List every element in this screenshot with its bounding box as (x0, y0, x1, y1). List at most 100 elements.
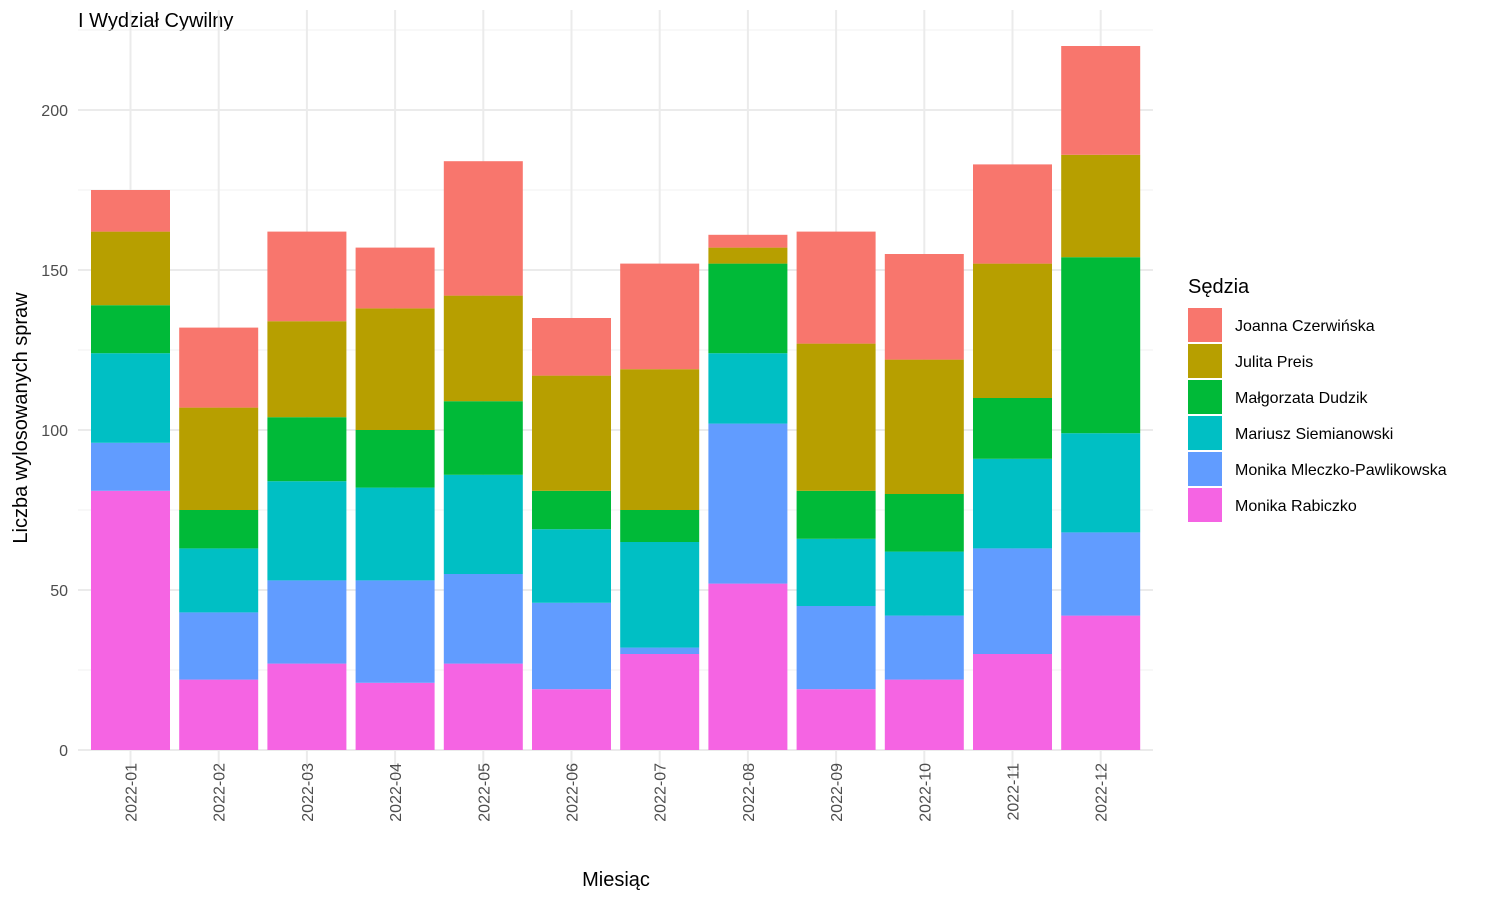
bar-segment (973, 548, 1052, 654)
bar-segment (179, 510, 259, 549)
x-axis-ticks: 2022-01 2022-02 2022-03 2022-04 2022-05 2022-… (124, 763, 1111, 822)
bar-segment (91, 305, 170, 354)
bar-segment (884, 494, 964, 552)
legend-label: Mariusz Siemianowski (1235, 426, 1393, 443)
legend-key (1188, 488, 1222, 522)
x-tick-label: 2022-03 (300, 763, 317, 822)
y-axis-title: Liczba wylosowanych spraw (10, 292, 32, 544)
y-tick-label: 0 (59, 743, 68, 760)
legend-key (1188, 308, 1222, 342)
y-axis-ticks: 0 50 100 150 200 (41, 103, 68, 760)
bar-segment (443, 574, 523, 664)
bar-segment (179, 679, 259, 750)
bar-segment (267, 231, 347, 322)
bar-segment (532, 602, 611, 690)
bar-segment (91, 442, 170, 491)
legend-key (1188, 416, 1222, 450)
bar-segment (884, 679, 964, 750)
y-tick-label: 100 (41, 423, 68, 440)
x-tick-label: 2022-02 (212, 763, 229, 822)
bar-segment (620, 369, 700, 510)
y-tick-label: 50 (50, 583, 68, 600)
bar-segment (443, 401, 523, 475)
legend-label: Julita Preis (1235, 354, 1313, 371)
y-tick-label: 200 (41, 103, 68, 120)
bar-segment (708, 234, 788, 248)
bar-segment (179, 612, 259, 680)
bar-segment (708, 353, 788, 424)
bar-segment (443, 663, 523, 750)
bar-segment (355, 430, 435, 488)
bar-segment (532, 318, 611, 376)
x-tick-label: 2022-05 (476, 763, 493, 822)
bar-segment (708, 423, 788, 584)
bar-segment (973, 654, 1052, 750)
bar-segment (620, 654, 700, 750)
bar-segment (532, 375, 611, 491)
bar-segment (708, 263, 788, 354)
bar-segment (267, 321, 347, 418)
x-tick-label: 2022-08 (741, 763, 758, 822)
x-tick-label: 2022-01 (124, 763, 141, 822)
bar-segment (355, 487, 435, 581)
bar-segment (443, 474, 523, 574)
legend-label: Joanna Czerwińska (1235, 318, 1375, 335)
bar-segment (355, 580, 435, 683)
bar-segment (708, 247, 788, 264)
bar-segment (796, 538, 876, 606)
bar-segment (884, 551, 964, 616)
bar-segment (796, 490, 876, 539)
bar-segment (179, 327, 259, 408)
bar-segment (620, 263, 700, 370)
bar-segment (1061, 615, 1141, 750)
bar-segment (884, 254, 964, 360)
x-tick-label: 2022-07 (653, 763, 670, 822)
bar-segment (443, 295, 523, 402)
y-tick-label: 150 (41, 263, 68, 280)
x-axis-title: Miesiąc (582, 869, 650, 891)
legend-label: Małgorzata Dudzik (1235, 390, 1369, 407)
x-tick-label: 2022-09 (829, 763, 846, 822)
bar-segment (620, 542, 700, 648)
bar-segment (267, 663, 347, 750)
legend-key (1188, 380, 1222, 414)
bar-segment (1061, 433, 1141, 533)
x-tick-label: 2022-04 (388, 763, 405, 822)
bar-segment (1061, 532, 1141, 616)
bar-segment (532, 490, 611, 530)
bar-segment (973, 398, 1052, 459)
bar-segment (91, 190, 170, 232)
bar-segment (91, 490, 170, 750)
bar-segment (91, 353, 170, 443)
legend-key (1188, 344, 1222, 378)
bar-segment (884, 359, 964, 494)
bar-segment (973, 164, 1052, 264)
bar-segment (532, 529, 611, 603)
bar-segment (267, 417, 347, 482)
bar-segment (796, 231, 876, 344)
bar-segment (1061, 154, 1141, 258)
x-tick-label: 2022-06 (565, 763, 582, 822)
legend-key (1188, 452, 1222, 486)
bar-segment (267, 481, 347, 581)
legend-title: Sędzia (1188, 276, 1250, 298)
bar-segment (796, 606, 876, 690)
bar-segment (620, 510, 700, 542)
legend-label: Monika Mleczko-Pawlikowska (1235, 462, 1447, 479)
bar-segment (443, 161, 523, 296)
bar-segment (620, 647, 700, 654)
x-tick-label: 2022-10 (917, 763, 934, 822)
bar-segment (796, 343, 876, 491)
bar-segment (355, 247, 435, 309)
bar-segment (355, 308, 435, 430)
bar-segment (884, 615, 964, 680)
bar-segment (179, 548, 259, 613)
bars (91, 46, 1141, 750)
bar-segment (179, 407, 259, 510)
chart-title: I Wydział Cywilny (78, 10, 233, 32)
legend: Sędzia Joanna Czerwińska Julita Preis Małg… (1188, 276, 1447, 522)
bar-segment (1061, 257, 1141, 434)
bar-segment (796, 689, 876, 750)
bar-segment (355, 682, 435, 750)
